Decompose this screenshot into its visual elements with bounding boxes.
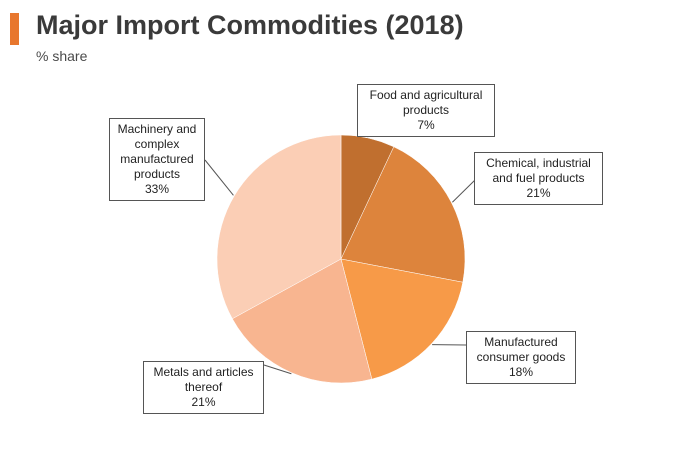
callout-value: 21% <box>526 186 551 200</box>
chart-title: Major Import Commodities (2018) <box>36 10 464 40</box>
callout-metals-articles: Metals and articles thereof 21% <box>143 361 264 414</box>
callout-machinery-complex: Machinery and complex manufactured produ… <box>109 118 205 201</box>
callout-label: Chemical, industrial and fuel products <box>486 156 591 185</box>
leader-line-3 <box>263 364 292 375</box>
pie-slice-4 <box>216 134 342 320</box>
pie-slices <box>216 134 466 384</box>
callout-value: 7% <box>417 118 435 132</box>
callout-label: Food and agricultural products <box>369 88 483 117</box>
leader-line-1 <box>452 179 476 203</box>
leader-line-4 <box>204 159 234 196</box>
pie-slice-2 <box>340 258 464 380</box>
pie-slice-3 <box>231 258 373 384</box>
callout-label: Machinery and complex manufactured produ… <box>117 122 197 181</box>
callout-value: 21% <box>191 395 216 409</box>
callout-chemical-industrial-fuel: Chemical, industrial and fuel products 2… <box>474 152 603 205</box>
chart-subtitle: % share <box>36 48 88 64</box>
callout-label: Metals and articles thereof <box>153 365 254 394</box>
callout-label: Manufactured consumer goods <box>476 335 566 364</box>
callout-manufactured-consumer-goods: Manufactured consumer goods 18% <box>466 331 576 384</box>
pie-slice-1 <box>340 146 466 283</box>
title-accent-bar <box>10 13 19 45</box>
callout-food-agricultural: Food and agricultural products 7% <box>357 84 495 137</box>
callout-value: 33% <box>144 182 170 196</box>
callout-value: 18% <box>508 365 534 379</box>
